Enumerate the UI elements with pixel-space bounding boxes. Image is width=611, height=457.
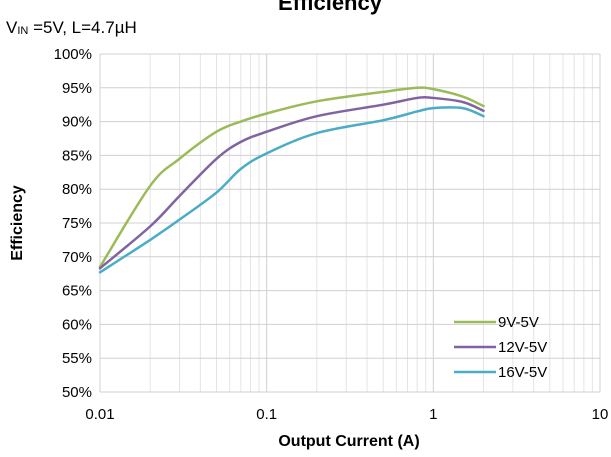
series-line-9V-5V xyxy=(98,86,485,269)
subtitle-rest: =5V, L=4.7µH xyxy=(28,18,136,37)
series-line-12V-5V xyxy=(98,96,485,270)
chart-subtitle: VIN =5V, L=4.7µH xyxy=(6,18,137,37)
chart-title: Efficiency xyxy=(278,0,383,15)
legend-label: 16V-5V xyxy=(498,364,547,381)
legend-label: 9V-5V xyxy=(498,314,539,331)
x-tick-label: 10 xyxy=(592,406,609,423)
subtitle-prefix: V xyxy=(6,18,18,37)
grid xyxy=(99,53,601,393)
series-lines xyxy=(98,86,485,274)
y-axis-ticks: 50% 55% 60% 65% 70% 75% 80% 85% 90% 95% 100% xyxy=(54,46,92,401)
y-tick-label: 90% xyxy=(62,114,92,131)
y-tick-label: 95% xyxy=(62,80,92,97)
y-tick-label: 85% xyxy=(62,147,92,164)
x-axis-ticks: 0.01 0.1 1 10 xyxy=(85,406,608,423)
subtitle-subscript: IN xyxy=(17,25,28,37)
x-tick-label: 1 xyxy=(429,406,437,423)
y-tick-label: 60% xyxy=(62,316,92,333)
x-tick-label: 0.01 xyxy=(85,406,114,423)
legend: 9V-5V 12V-5V 16V-5V xyxy=(454,314,547,381)
x-tick-label: 0.1 xyxy=(256,406,277,423)
y-tick-label: 100% xyxy=(54,46,92,63)
y-tick-label: 50% xyxy=(62,384,92,401)
series-line-16V-5V xyxy=(98,106,485,274)
y-tick-label: 80% xyxy=(62,181,92,198)
y-tick-label: 65% xyxy=(62,283,92,300)
legend-label: 12V-5V xyxy=(498,339,547,356)
y-tick-label: 75% xyxy=(62,215,92,232)
y-axis-label: Efficiency xyxy=(9,185,26,261)
y-tick-label: 55% xyxy=(62,350,92,367)
x-axis-label: Output Current (A) xyxy=(278,433,419,450)
y-tick-label: 70% xyxy=(62,249,92,266)
